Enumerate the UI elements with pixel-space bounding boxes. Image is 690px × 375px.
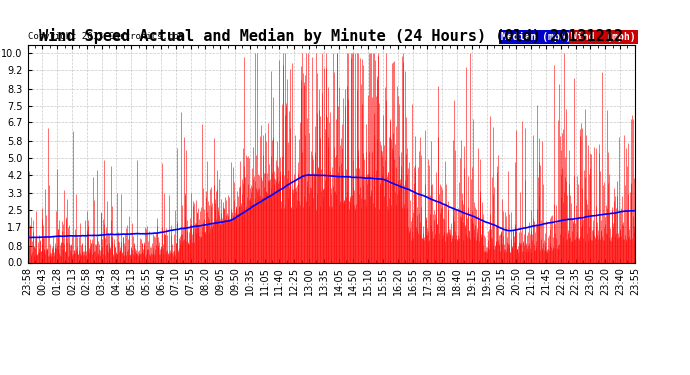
Text: Wind  (mph): Wind (mph) xyxy=(571,32,635,42)
Text: Copyright 2013 Cartronics.com: Copyright 2013 Cartronics.com xyxy=(28,32,184,40)
Text: Median (mph): Median (mph) xyxy=(501,32,572,42)
Title: Wind Speed Actual and Median by Minute (24 Hours) (Old) 20131212: Wind Speed Actual and Median by Minute (… xyxy=(39,28,623,44)
